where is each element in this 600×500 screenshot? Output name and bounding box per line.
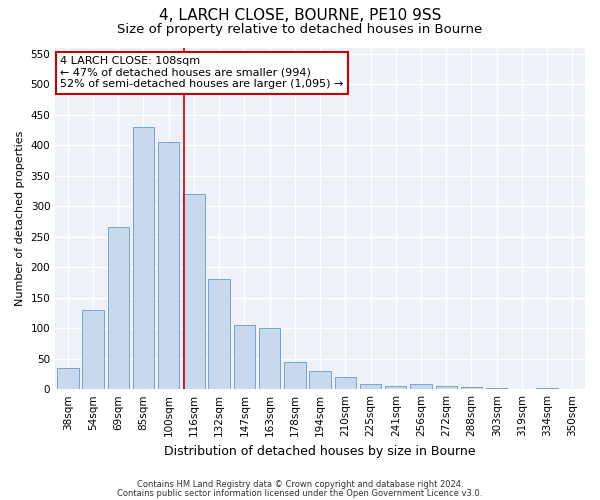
Bar (360, 384, 381, 389)
Bar (536, 388, 558, 389)
Bar (562, 388, 583, 389)
Bar (259, 328, 280, 389)
Bar (436, 386, 457, 389)
Bar (310, 371, 331, 389)
Bar (461, 388, 482, 389)
Bar (208, 280, 230, 389)
Text: Size of property relative to detached houses in Bourne: Size of property relative to detached ho… (118, 22, 482, 36)
Bar (511, 388, 533, 389)
Y-axis label: Number of detached properties: Number of detached properties (15, 130, 25, 306)
Bar (158, 142, 179, 389)
Bar (284, 362, 305, 389)
Bar (82, 310, 104, 389)
Bar (183, 194, 205, 389)
X-axis label: Distribution of detached houses by size in Bourne: Distribution of detached houses by size … (164, 444, 476, 458)
Bar (107, 228, 129, 389)
Bar (335, 377, 356, 389)
Bar (410, 384, 432, 389)
Bar (486, 388, 508, 389)
Bar (233, 325, 255, 389)
Bar (385, 386, 406, 389)
Bar (133, 127, 154, 389)
Text: Contains public sector information licensed under the Open Government Licence v3: Contains public sector information licen… (118, 488, 482, 498)
Text: Contains HM Land Registry data © Crown copyright and database right 2024.: Contains HM Land Registry data © Crown c… (137, 480, 463, 489)
Text: 4 LARCH CLOSE: 108sqm
← 47% of detached houses are smaller (994)
52% of semi-det: 4 LARCH CLOSE: 108sqm ← 47% of detached … (61, 56, 344, 89)
Text: 4, LARCH CLOSE, BOURNE, PE10 9SS: 4, LARCH CLOSE, BOURNE, PE10 9SS (159, 8, 441, 22)
Bar (57, 368, 79, 389)
